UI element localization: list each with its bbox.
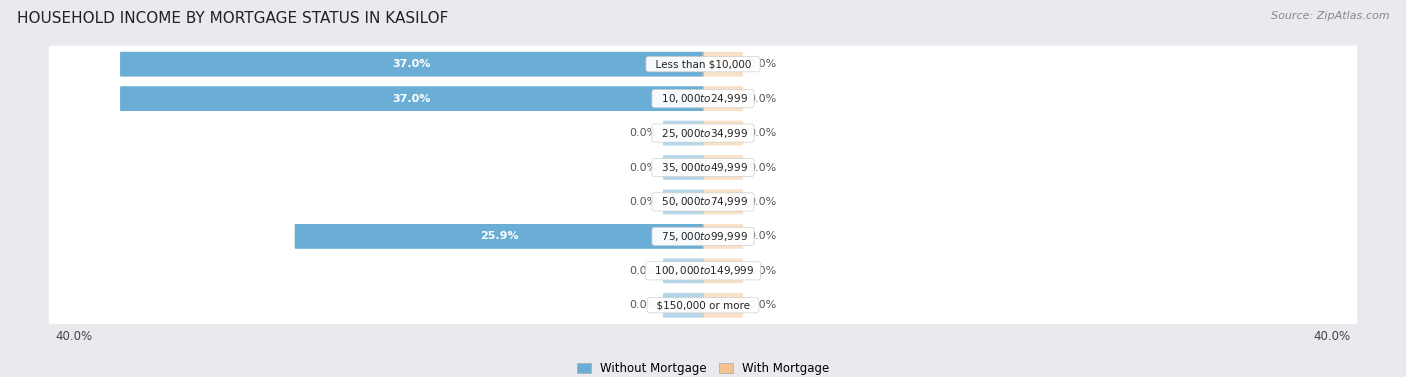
FancyBboxPatch shape — [49, 80, 1357, 117]
FancyBboxPatch shape — [120, 52, 704, 77]
Text: $50,000 to $74,999: $50,000 to $74,999 — [655, 195, 751, 208]
Text: 0.0%: 0.0% — [748, 162, 778, 173]
Text: 0.0%: 0.0% — [628, 128, 658, 138]
FancyBboxPatch shape — [662, 293, 704, 318]
FancyBboxPatch shape — [702, 86, 744, 111]
FancyBboxPatch shape — [702, 259, 744, 283]
Text: $25,000 to $34,999: $25,000 to $34,999 — [655, 127, 751, 139]
FancyBboxPatch shape — [702, 52, 744, 77]
FancyBboxPatch shape — [49, 149, 1357, 186]
Text: 25.9%: 25.9% — [479, 231, 519, 241]
Text: $75,000 to $99,999: $75,000 to $99,999 — [655, 230, 751, 243]
Text: 0.0%: 0.0% — [748, 59, 778, 69]
Text: 37.0%: 37.0% — [392, 93, 432, 104]
Text: 0.0%: 0.0% — [748, 128, 778, 138]
Text: 37.0%: 37.0% — [392, 59, 432, 69]
Text: 0.0%: 0.0% — [628, 266, 658, 276]
Text: $35,000 to $49,999: $35,000 to $49,999 — [655, 161, 751, 174]
FancyBboxPatch shape — [49, 287, 1357, 324]
Legend: Without Mortgage, With Mortgage: Without Mortgage, With Mortgage — [572, 357, 834, 377]
FancyBboxPatch shape — [662, 155, 704, 180]
FancyBboxPatch shape — [49, 115, 1357, 152]
FancyBboxPatch shape — [702, 155, 744, 180]
Text: 0.0%: 0.0% — [628, 197, 658, 207]
Text: 0.0%: 0.0% — [628, 162, 658, 173]
FancyBboxPatch shape — [120, 86, 704, 111]
Text: 0.0%: 0.0% — [748, 300, 778, 310]
FancyBboxPatch shape — [49, 46, 1357, 83]
FancyBboxPatch shape — [702, 190, 744, 215]
Text: HOUSEHOLD INCOME BY MORTGAGE STATUS IN KASILOF: HOUSEHOLD INCOME BY MORTGAGE STATUS IN K… — [17, 11, 449, 26]
FancyBboxPatch shape — [662, 190, 704, 215]
FancyBboxPatch shape — [702, 224, 744, 249]
Text: $150,000 or more: $150,000 or more — [650, 300, 756, 310]
Text: $10,000 to $24,999: $10,000 to $24,999 — [655, 92, 751, 105]
Text: 0.0%: 0.0% — [748, 266, 778, 276]
Text: 0.0%: 0.0% — [748, 197, 778, 207]
Text: $100,000 to $149,999: $100,000 to $149,999 — [648, 264, 758, 277]
FancyBboxPatch shape — [702, 293, 744, 318]
Text: 0.0%: 0.0% — [748, 231, 778, 241]
Text: Source: ZipAtlas.com: Source: ZipAtlas.com — [1271, 11, 1389, 21]
Text: Less than $10,000: Less than $10,000 — [648, 59, 758, 69]
FancyBboxPatch shape — [49, 218, 1357, 255]
FancyBboxPatch shape — [702, 121, 744, 146]
FancyBboxPatch shape — [662, 259, 704, 283]
FancyBboxPatch shape — [295, 224, 704, 249]
Text: 0.0%: 0.0% — [628, 300, 658, 310]
FancyBboxPatch shape — [49, 183, 1357, 221]
FancyBboxPatch shape — [662, 121, 704, 146]
FancyBboxPatch shape — [49, 252, 1357, 290]
Text: 0.0%: 0.0% — [748, 93, 778, 104]
